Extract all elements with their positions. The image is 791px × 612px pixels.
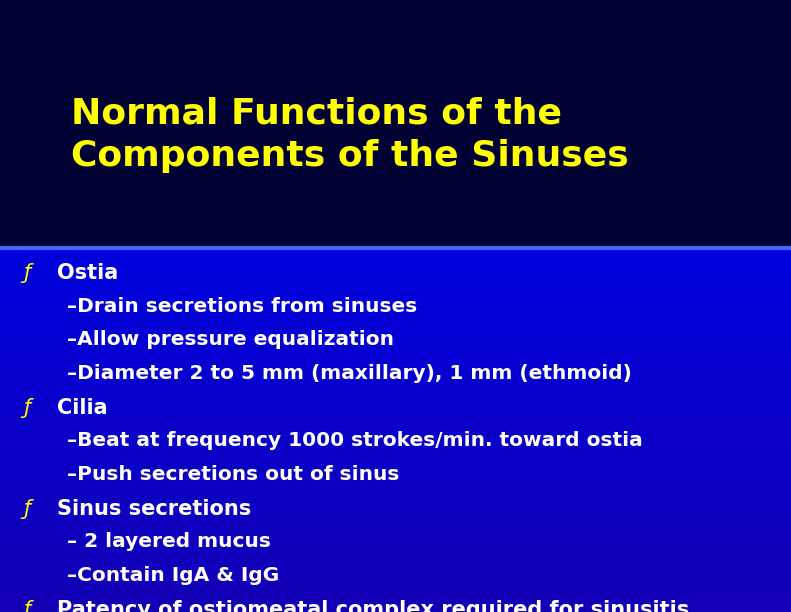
Bar: [0, 503, 791, 512]
Bar: [0, 430, 791, 439]
Bar: [0, 466, 791, 476]
Text: ƒ: ƒ: [24, 600, 31, 612]
Bar: [0, 257, 791, 266]
Bar: [0, 366, 791, 375]
Text: –Allow pressure equalization: –Allow pressure equalization: [67, 330, 394, 349]
Bar: [0, 594, 791, 603]
Text: Patency of ostiomeatal complex required for sinusitis: Patency of ostiomeatal complex required …: [57, 600, 689, 612]
Bar: [0, 558, 791, 567]
Bar: [0, 567, 791, 575]
Text: Sinus secretions: Sinus secretions: [57, 499, 252, 519]
Bar: [0, 548, 791, 558]
Bar: [0, 394, 791, 403]
Bar: [0, 284, 791, 293]
Text: –Beat at frequency 1000 strokes/min. toward ostia: –Beat at frequency 1000 strokes/min. tow…: [67, 431, 643, 450]
Bar: [0, 421, 791, 430]
Text: –Contain IgA & IgG: –Contain IgA & IgG: [67, 566, 279, 585]
Bar: [0, 521, 791, 530]
Text: –Diameter 2 to 5 mm (maxillary), 1 mm (ethmoid): –Diameter 2 to 5 mm (maxillary), 1 mm (e…: [67, 364, 632, 383]
Text: –Drain secretions from sinuses: –Drain secretions from sinuses: [67, 297, 418, 316]
Bar: [0, 293, 791, 302]
Bar: [0, 330, 791, 339]
Bar: [0, 302, 791, 312]
Bar: [0, 0, 791, 248]
Bar: [0, 348, 791, 357]
Bar: [0, 603, 791, 612]
Bar: [0, 248, 791, 257]
Text: –Push secretions out of sinus: –Push secretions out of sinus: [67, 465, 399, 484]
Bar: [0, 275, 791, 284]
Bar: [0, 539, 791, 548]
Bar: [0, 485, 791, 494]
Bar: [0, 457, 791, 466]
Bar: [0, 412, 791, 421]
Bar: [0, 384, 791, 394]
Bar: [0, 448, 791, 457]
Bar: [0, 321, 791, 330]
Text: ƒ: ƒ: [24, 398, 31, 418]
Bar: [0, 439, 791, 448]
Bar: [0, 339, 791, 348]
Text: Normal Functions of the
Components of the Sinuses: Normal Functions of the Components of th…: [71, 97, 629, 173]
Text: ƒ: ƒ: [24, 499, 31, 519]
Bar: [0, 575, 791, 584]
Bar: [0, 357, 791, 366]
Bar: [0, 494, 791, 503]
Bar: [0, 266, 791, 275]
Bar: [0, 248, 791, 612]
Bar: [0, 530, 791, 539]
Bar: [0, 476, 791, 485]
Text: Cilia: Cilia: [57, 398, 108, 418]
Bar: [0, 312, 791, 321]
Bar: [0, 375, 791, 384]
Bar: [0, 584, 791, 594]
Bar: [0, 512, 791, 521]
Text: – 2 layered mucus: – 2 layered mucus: [67, 532, 271, 551]
Bar: [0, 403, 791, 412]
Text: Ostia: Ostia: [57, 263, 118, 283]
Text: ƒ: ƒ: [24, 263, 31, 283]
